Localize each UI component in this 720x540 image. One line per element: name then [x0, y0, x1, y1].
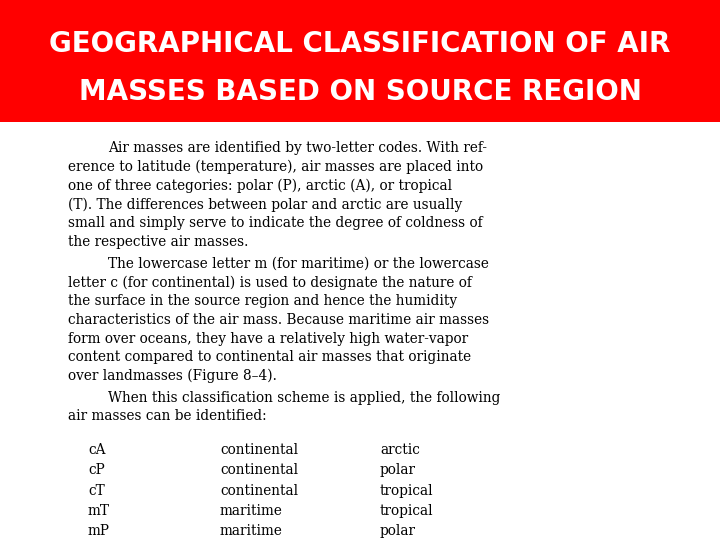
Text: small and simply serve to indicate the degree of coldness of: small and simply serve to indicate the d…	[68, 216, 482, 230]
Text: GEOGRAPHICAL CLASSIFICATION OF AIR: GEOGRAPHICAL CLASSIFICATION OF AIR	[49, 30, 671, 58]
Text: polar: polar	[380, 463, 416, 477]
Text: air masses can be identified:: air masses can be identified:	[68, 409, 266, 423]
Text: continental: continental	[220, 483, 298, 497]
Text: one of three categories: polar (P), arctic (A), or tropical: one of three categories: polar (P), arct…	[68, 179, 452, 193]
Text: the surface in the source region and hence the humidity: the surface in the source region and hen…	[68, 294, 457, 308]
Text: erence to latitude (temperature), air masses are placed into: erence to latitude (temperature), air ma…	[68, 160, 483, 174]
Text: the respective air masses.: the respective air masses.	[68, 235, 248, 249]
Text: characteristics of the air mass. Because maritime air masses: characteristics of the air mass. Because…	[68, 313, 489, 327]
Text: The lowercase letter m (for maritime) or the lowercase: The lowercase letter m (for maritime) or…	[108, 256, 489, 271]
Text: form over oceans, they have a relatively high water-vapor: form over oceans, they have a relatively…	[68, 332, 468, 346]
Text: When this classification scheme is applied, the following: When this classification scheme is appli…	[108, 390, 500, 404]
Text: polar: polar	[380, 524, 416, 538]
Text: maritime: maritime	[220, 504, 283, 518]
Text: letter c (for continental) is used to designate the nature of: letter c (for continental) is used to de…	[68, 275, 472, 289]
Text: maritime: maritime	[220, 524, 283, 538]
Text: Air masses are identified by two-letter codes. With ref-: Air masses are identified by two-letter …	[108, 141, 487, 155]
Text: tropical: tropical	[380, 504, 433, 518]
Text: continental: continental	[220, 463, 298, 477]
Text: tropical: tropical	[380, 483, 433, 497]
Text: MASSES BASED ON SOURCE REGION: MASSES BASED ON SOURCE REGION	[78, 78, 642, 106]
Text: cT: cT	[88, 483, 104, 497]
Text: cA: cA	[88, 443, 106, 457]
Text: (T). The differences between polar and arctic are usually: (T). The differences between polar and a…	[68, 198, 462, 212]
Text: cP: cP	[88, 463, 104, 477]
Text: content compared to continental air masses that originate: content compared to continental air mass…	[68, 350, 471, 365]
Bar	[0, 0, 720, 122]
Text: mT: mT	[88, 504, 110, 518]
Text: continental: continental	[220, 443, 298, 457]
Text: over landmasses (Figure 8–4).: over landmasses (Figure 8–4).	[68, 369, 277, 383]
Text: mP: mP	[88, 524, 110, 538]
Text: arctic: arctic	[380, 443, 420, 457]
